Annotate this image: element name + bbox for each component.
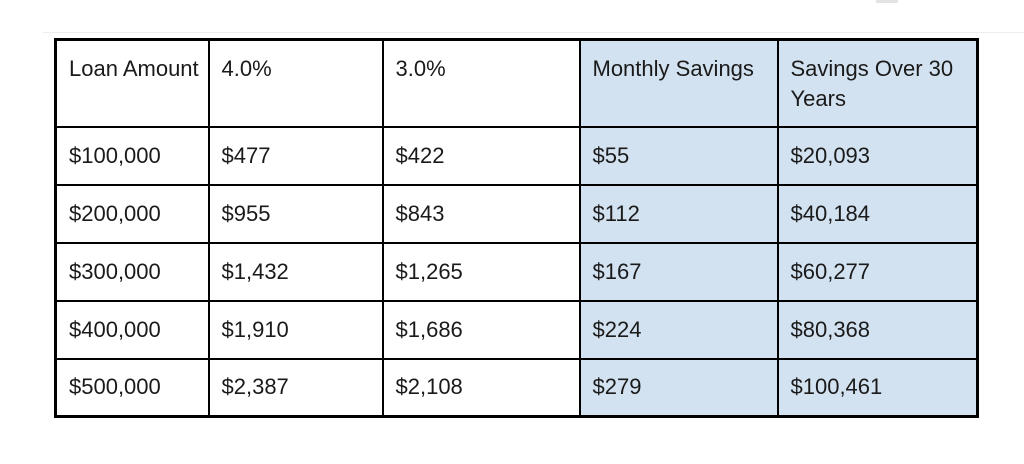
cell-payment-4-percent: $1,432 [207, 241, 384, 302]
cell-monthly-savings: $167 [578, 241, 779, 302]
cell-payment-4-percent: $477 [207, 125, 384, 186]
cell-monthly-savings: $112 [578, 183, 779, 244]
header-cell-rate-3-percent: 3.0% [381, 38, 581, 128]
header-cell-loan-amount: Loan Amount [54, 38, 210, 128]
cell-loan-amount: $300,000 [54, 241, 210, 302]
table-row: $300,000 $1,432 $1,265 $167 $60,277 [54, 241, 979, 302]
table-row: $500,000 $2,387 $2,108 $279 $100,461 [54, 357, 979, 418]
cell-payment-4-percent: $955 [207, 183, 384, 244]
table-row: $100,000 $477 $422 $55 $20,093 [54, 125, 979, 186]
cell-payment-4-percent: $1,910 [207, 299, 384, 360]
cell-payment-3-percent: $843 [381, 183, 581, 244]
table-header-row: Loan Amount 4.0% 3.0% Monthly Savings Sa… [54, 38, 979, 128]
cell-savings-30-years: $80,368 [776, 299, 979, 360]
cell-monthly-savings: $55 [578, 125, 779, 186]
header-cell-rate-4-percent: 4.0% [207, 38, 384, 128]
cell-savings-30-years: $20,093 [776, 125, 979, 186]
cell-savings-30-years: $60,277 [776, 241, 979, 302]
cell-payment-3-percent: $1,686 [381, 299, 581, 360]
loan-savings-table: Loan Amount 4.0% 3.0% Monthly Savings Sa… [54, 38, 979, 418]
cell-loan-amount: $200,000 [54, 183, 210, 244]
cropped-page-edge-artifact [43, 32, 1024, 33]
cell-loan-amount: $500,000 [54, 357, 210, 418]
cell-loan-amount: $100,000 [54, 125, 210, 186]
cell-payment-3-percent: $1,265 [381, 241, 581, 302]
cell-payment-3-percent: $422 [381, 125, 581, 186]
cell-monthly-savings: $224 [578, 299, 779, 360]
cell-payment-4-percent: $2,387 [207, 357, 384, 418]
table-row: $400,000 $1,910 $1,686 $224 $80,368 [54, 299, 979, 360]
cell-payment-3-percent: $2,108 [381, 357, 581, 418]
cell-savings-30-years: $40,184 [776, 183, 979, 244]
header-cell-monthly-savings: Monthly Savings [578, 38, 779, 128]
table-row: $200,000 $955 $843 $112 $40,184 [54, 183, 979, 244]
header-cell-savings-over-30-years: Savings Over 30 Years [776, 38, 979, 128]
cell-monthly-savings: $279 [578, 357, 779, 418]
cell-loan-amount: $400,000 [54, 299, 210, 360]
cropped-text-artifact [876, 0, 898, 3]
cell-savings-30-years: $100,461 [776, 357, 979, 418]
